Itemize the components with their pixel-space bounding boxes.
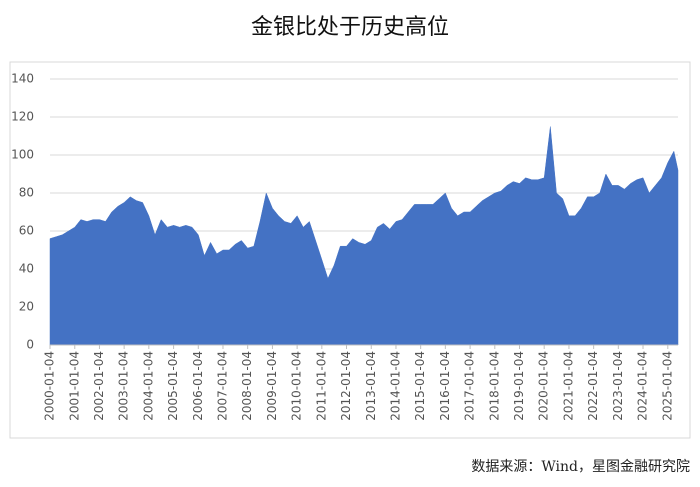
y-tick-label: 80 [19, 186, 34, 200]
x-tick-label: 2017-01-04 [463, 351, 477, 421]
y-tick-label: 40 [19, 262, 34, 276]
source-note: 数据来源：Wind，星图金融研究院 [471, 459, 690, 475]
x-tick-label: 2019-01-04 [512, 351, 526, 421]
x-tick-label: 2008-01-04 [240, 351, 254, 421]
x-tick-label: 2009-01-04 [265, 351, 279, 421]
x-tick-label: 2007-01-04 [215, 351, 229, 421]
x-tick-label: 2023-01-04 [611, 351, 625, 421]
x-tick-label: 2018-01-04 [487, 351, 501, 421]
x-tick-label: 2011-01-04 [314, 351, 328, 421]
x-tick-label: 2022-01-04 [586, 351, 600, 421]
x-tick-label: 2024-01-04 [636, 351, 650, 421]
x-tick-label: 2001-01-04 [67, 351, 81, 421]
chart-frame [9, 61, 691, 439]
x-tick-label: 2015-01-04 [413, 351, 427, 421]
y-tick-label: 100 [11, 148, 34, 162]
x-tick-label: 2020-01-04 [537, 351, 551, 421]
chart-title: 金银比处于历史高位 [251, 15, 449, 40]
area [49, 126, 679, 346]
y-tick-label: 20 [19, 300, 34, 314]
x-tick-label: 2005-01-04 [166, 351, 180, 421]
x-tick-label: 2016-01-04 [438, 351, 452, 421]
x-tick-label: 2014-01-04 [388, 351, 402, 421]
x-tick-label: 2013-01-04 [364, 351, 378, 421]
y-tick-label: 0 [26, 338, 34, 352]
x-tick-label: 2002-01-04 [92, 351, 106, 421]
y-tick-label: 140 [11, 72, 34, 86]
x-tick-label: 2025-01-04 [660, 351, 674, 421]
x-tick-label: 2012-01-04 [339, 351, 353, 421]
y-tick-label: 120 [11, 110, 34, 124]
x-tick-label: 2006-01-04 [191, 351, 205, 421]
x-tick-label: 2004-01-04 [141, 351, 155, 421]
x-tick-label: 2021-01-04 [561, 351, 575, 421]
x-tick-label: 2003-01-04 [117, 351, 131, 421]
x-tick-label: 2000-01-04 [43, 351, 57, 421]
x-tick-label: 2010-01-04 [290, 351, 304, 421]
y-tick-label: 60 [19, 224, 34, 238]
